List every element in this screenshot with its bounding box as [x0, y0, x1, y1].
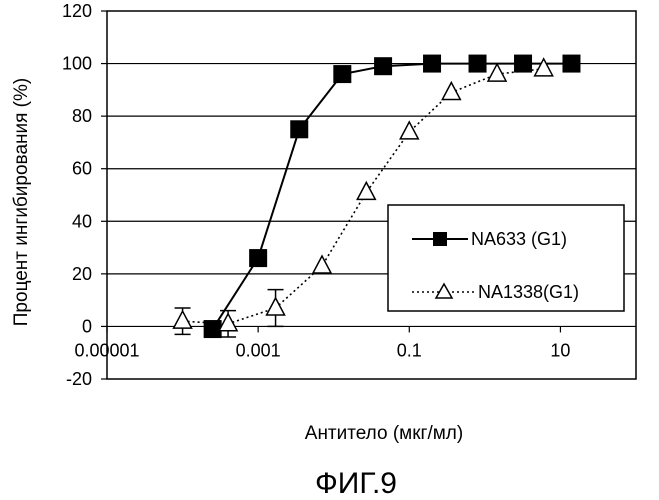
x-tick-label: 0.00001 — [74, 340, 139, 360]
y-tick-label: 60 — [72, 159, 92, 179]
data-point — [400, 122, 418, 139]
data-point — [174, 311, 192, 328]
data-point — [442, 82, 460, 99]
data-point — [333, 65, 351, 83]
legend: NA633 (G1) NA1338(G1) — [388, 205, 624, 311]
x-tick-label: 0.1 — [397, 340, 422, 360]
y-tick-label: 120 — [62, 1, 92, 21]
data-point — [374, 57, 392, 75]
legend-marker-series-1 — [433, 232, 447, 246]
data-point — [249, 249, 267, 267]
x-tick-label: 10 — [550, 340, 570, 360]
legend-label-series-2: NA1338(G1) — [478, 282, 579, 302]
y-tick-label: 0 — [82, 316, 92, 336]
data-point — [267, 298, 285, 315]
data-point — [562, 55, 580, 73]
x-tick-label: 0.001 — [236, 340, 281, 360]
data-point — [469, 55, 487, 73]
y-axis-title: Процент ингибирования (%) — [11, 78, 32, 326]
data-point — [313, 256, 331, 273]
y-tick-labels: -20 0 20 40 60 80 100 120 — [62, 1, 92, 389]
figure-caption: ФИГ.9 — [315, 467, 397, 500]
y-tick-label: 40 — [72, 211, 92, 231]
data-point — [423, 55, 441, 73]
y-tick-label: 20 — [72, 264, 92, 284]
y-tick-label: 80 — [72, 106, 92, 126]
x-tick-labels: 0.00001 0.001 0.1 10 — [74, 340, 570, 360]
x-axis-title: Антитело (мкг/мл) — [305, 423, 463, 444]
data-point — [290, 120, 308, 138]
y-tick-label: -20 — [66, 369, 92, 389]
data-point — [357, 182, 375, 199]
data-point — [514, 55, 532, 73]
y-tick-label: 100 — [62, 54, 92, 74]
legend-label-series-1: NA633 (G1) — [471, 229, 567, 249]
data-point — [535, 59, 553, 76]
